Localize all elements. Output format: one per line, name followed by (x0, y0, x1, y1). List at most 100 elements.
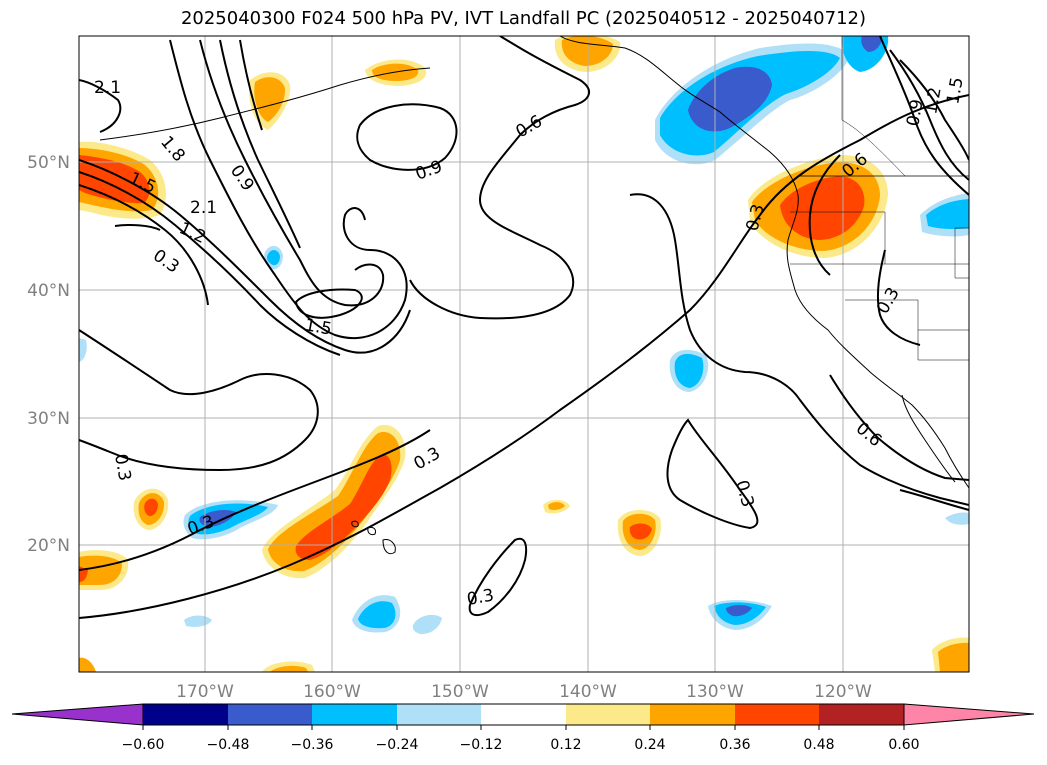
contour-0p9-trough (169, 39, 408, 340)
contour-0p6-coast (829, 374, 969, 481)
contour-west-band-1 (79, 159, 411, 354)
colorbar-tick-label: 0.36 (719, 737, 750, 753)
shade-negative-hawaii-w-high (199, 509, 236, 527)
lat-label-20n: 20°N (27, 536, 70, 556)
colorbar-segment (819, 704, 904, 725)
contour-label: 0.9 (903, 98, 927, 128)
border-state-1 (790, 211, 969, 361)
shade-negative-small-2 (79, 338, 87, 362)
shade-positive-aleutian-mid (254, 77, 286, 122)
contour-east-0p3-coast (876, 249, 921, 346)
contour-label: 0.3 (110, 452, 134, 482)
shade-negative-east-mid (926, 199, 969, 230)
shade-negative-bc-high (688, 66, 772, 132)
contour-label: 1.5 (303, 315, 333, 339)
colorbar-tick-label: 0.24 (634, 737, 665, 753)
contour-label: 2.1 (94, 78, 121, 98)
colorbar-segment (143, 704, 228, 725)
colorbar-segment (566, 704, 650, 725)
colorbar-tick-label: 0.60 (888, 737, 919, 753)
contour-west-band-2 (79, 171, 341, 356)
shade-negative-top-right-high (861, 36, 882, 52)
colorbar-extend-low (11, 703, 144, 726)
contour-label: 2.1 (190, 198, 217, 218)
contour-0p6-east (629, 193, 969, 506)
colorbar-tick-label: −0.48 (207, 737, 250, 753)
colorbar-ticks (142, 725, 905, 730)
shade-positive-west-20n-mid (79, 555, 122, 585)
contour-1p5-trough (219, 39, 301, 249)
coastline-north-america (559, 36, 969, 489)
pv-contours (79, 36, 969, 619)
shaded-field (79, 36, 969, 672)
contour-bottom-right (899, 489, 969, 511)
contour-1p8-trough (239, 39, 263, 131)
shade-positive-small-mid-core (548, 502, 565, 510)
lon-label-160w: 160°W (303, 682, 361, 702)
coastline-aleutians (99, 67, 431, 141)
lon-label-150w: 150°W (431, 682, 489, 702)
shade-positive-22n-high (629, 523, 652, 540)
contour-0p6-main (409, 36, 590, 320)
lon-label-170w: 170°W (176, 682, 234, 702)
island-maui (367, 526, 376, 536)
colorbar-tick-label: 0.48 (803, 737, 834, 753)
lat-label-40n: 40°N (27, 281, 70, 301)
contour-0p3-south-loop (468, 537, 528, 617)
colorbar-segment (397, 704, 481, 725)
coastline-baja (901, 394, 956, 483)
lat-label-30n: 30°N (27, 409, 70, 429)
longitude-axis: 170°W 160°W 150°W 140°W 130°W 120°W (176, 682, 872, 702)
colorbar-segment (650, 704, 735, 725)
contour-east-0p9 (879, 36, 969, 196)
colorbar-tick-label: −0.24 (376, 737, 419, 753)
contour-label: 0.3 (465, 586, 495, 610)
shade-positive-bottom-right-mid (938, 642, 969, 672)
shade-negative-small-1-mid (267, 250, 280, 266)
border-canada-provinces (841, 36, 969, 279)
shade-negative-south-1-mid (358, 601, 396, 629)
contour-west-2p1 (79, 79, 122, 133)
shade-positive-25n-high (144, 498, 158, 517)
colorbar-tick-label: −0.60 (122, 737, 165, 753)
colorbar-segment (228, 704, 312, 725)
island-oahu (351, 520, 359, 528)
contour-0p3-west (79, 329, 319, 472)
shade-positive-bottom-mid-core (270, 665, 308, 672)
contour-1p2-trough (199, 39, 385, 307)
map-panel: 2.1 1.8 1.5 2.1 1.2 0.9 0.3 0.9 0.6 1.5 … (78, 35, 970, 673)
lon-label-130w: 130°W (686, 682, 744, 702)
contour-west-band-4 (114, 224, 161, 231)
colorbar-extend-high (903, 703, 1035, 726)
contour-label: 1.5 (943, 76, 967, 106)
contour-0p9-loop (356, 103, 458, 171)
shade-positive-hawaii-high (295, 454, 392, 560)
contour-0p3-main (79, 94, 969, 619)
shade-positive-hawaii-mid (268, 431, 401, 572)
lon-label-140w: 140°W (559, 682, 617, 702)
shade-negative-30n-mid (674, 353, 704, 388)
contour-east-1p2 (889, 49, 969, 181)
latitude-axis: 50°N 40°N 30°N 20°N (27, 153, 70, 556)
colorbar-segment (312, 704, 397, 725)
colorbar-frame (142, 703, 905, 726)
shade-negative-south-4-high (726, 605, 752, 617)
colorbar-segment (735, 704, 819, 725)
lat-label-50n: 50°N (27, 153, 70, 173)
island-big-island (382, 539, 396, 555)
shade-negative-south-2 (412, 614, 442, 635)
shade-negative-east-20n (945, 512, 969, 525)
map-title: 2025040300 F024 500 hPa PV, IVT Landfall… (180, 8, 867, 29)
contour-label: 1.2 (921, 86, 945, 116)
contour-west-band-3 (79, 184, 209, 306)
contour-east-0p6 (808, 154, 841, 276)
lon-label-120w: 120°W (814, 682, 872, 702)
shade-positive-bottom-left (79, 657, 96, 672)
colorbar-tick-label: −0.36 (291, 737, 334, 753)
map-frame (78, 35, 970, 673)
contour-0p3-lower (79, 429, 431, 571)
colorbar-segment (481, 704, 566, 725)
colorbar-tick-label: −0.12 (460, 737, 503, 753)
colorbar-tick-label: 0.12 (550, 737, 581, 753)
